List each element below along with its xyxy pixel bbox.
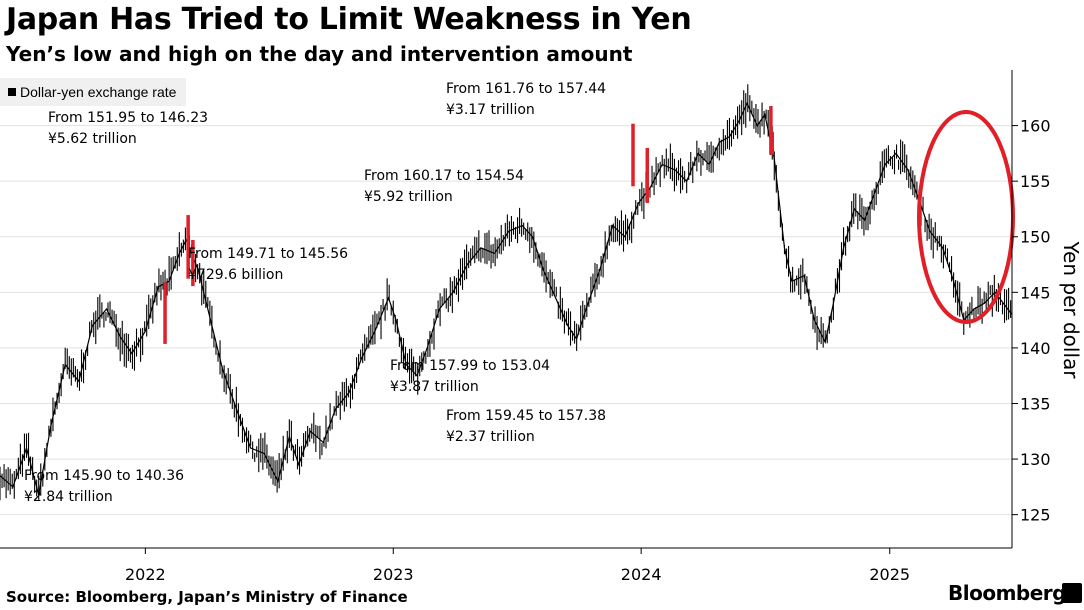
y-tick-label-155: 155 [1020,172,1051,191]
y-tick-label-145: 145 [1020,283,1051,302]
x-tick-label-2024: 2024 [621,565,662,584]
chart-subtitle: Yen’s low and high on the day and interv… [6,42,633,66]
annotation-7-amount: ¥3.17 trillion [446,102,535,118]
highlight-layer [917,110,1015,324]
source-note: Source: Bloomberg, Japan’s Ministry of F… [6,588,408,606]
chart-title: Japan Has Tried to Limit Weakness in Yen [6,2,692,37]
annotation-5-range: From 159.45 to 157.38 [446,408,606,424]
annotation-2-amount: ¥5.62 trillion [48,131,137,147]
y-tick-label-135: 135 [1020,394,1051,413]
annotation-layer: From 145.90 to 140.36 ¥2.84 trillion From … [24,81,606,505]
x-tick-label-2022: 2022 [125,565,166,584]
annotation-3-amount: ¥729.6 billion [188,267,283,283]
legend-swatch [8,88,16,96]
annotation-6-amount: ¥5.92 trillion [364,189,453,205]
annotation-5-amount: ¥2.37 trillion [446,429,535,445]
annotation-4-range: From 157.99 to 153.04 [390,358,550,374]
annotation-1-amount: ¥2.84 trillion [24,489,113,505]
y-tick-label-130: 130 [1020,450,1051,469]
intervention-layer [163,106,774,344]
highlight-circle [917,110,1015,324]
series-line-dollar-yen [0,101,1013,495]
series-layer [0,84,1013,501]
y-tick-label-160: 160 [1020,117,1051,136]
y-tick-label-125: 125 [1020,506,1051,525]
annotation-4-amount: ¥3.87 trillion [390,379,479,395]
annotation-6-range: From 160.17 to 154.54 [364,168,524,184]
annotation-2-range: From 151.95 to 146.23 [48,110,208,126]
annotation-1-range: From 145.90 to 140.36 [24,468,184,484]
y-tick-label-150: 150 [1020,228,1051,247]
y-tick-label-140: 140 [1020,339,1051,358]
y-axis-title: Yen per dollar [1059,240,1083,379]
legend-label: Dollar-yen exchange rate [20,84,177,100]
axes-layer: 125 130 135 140 145 150 155 160 2022 2023 2024 2025… [0,70,1083,584]
bloomberg-logo-icon [1062,583,1082,603]
x-tick-label-2025: 2025 [869,565,910,584]
gridlines [0,125,1012,516]
legend: Dollar-yen exchange rate [0,78,187,106]
annotation-7-range: From 161.76 to 157.44 [446,81,606,97]
x-tick-label-2023: 2023 [373,565,414,584]
brand-wordmark: Bloomberg [948,581,1066,605]
annotation-3-range: From 149.71 to 145.56 [188,246,348,262]
